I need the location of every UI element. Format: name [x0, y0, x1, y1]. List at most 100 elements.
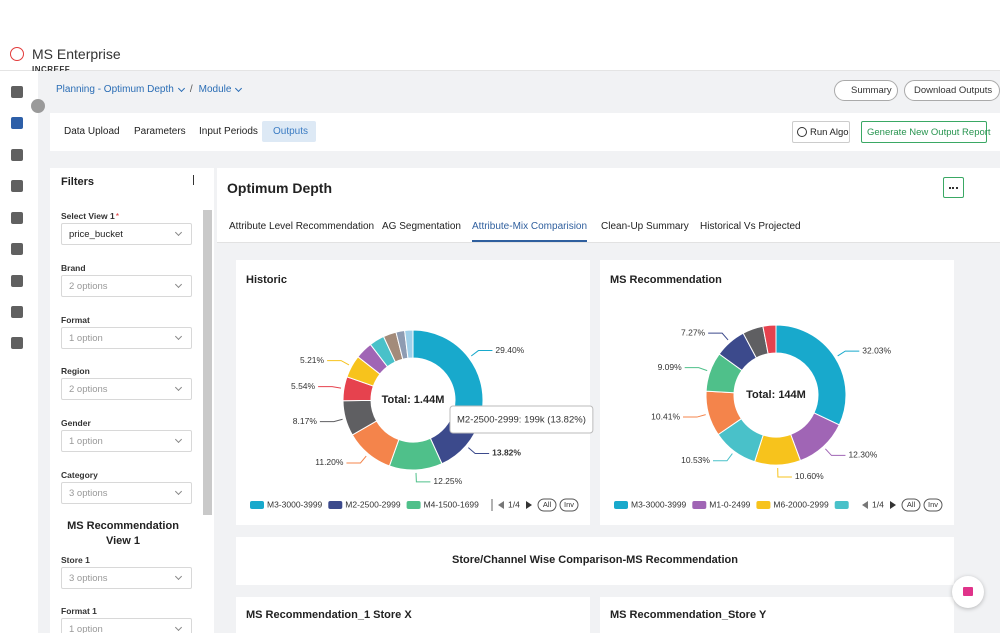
legend-label: M4-1500-1699	[424, 499, 480, 509]
select[interactable]	[61, 378, 192, 401]
run-icon	[797, 127, 807, 137]
data-label: 12.30%	[848, 450, 877, 460]
field-label: Region	[61, 366, 90, 377]
data-label: 7.27%	[681, 327, 706, 337]
legend-label: M1-0-2499	[709, 499, 750, 509]
app-name: MS Enterprise	[32, 46, 121, 62]
subtab-underline	[472, 240, 588, 242]
nav-icon[interactable]	[11, 212, 23, 224]
header-button-label[interactable]: Summary	[851, 85, 892, 96]
data-label: 10.41%	[651, 411, 680, 421]
legend-page: 1/4	[508, 499, 520, 509]
select[interactable]	[61, 326, 192, 349]
filters-panel	[50, 168, 214, 633]
field-label: Category	[61, 470, 98, 480]
app-sub: INCREFF	[32, 65, 71, 74]
legend-button[interactable]	[559, 498, 579, 512]
subtab[interactable]: Historical Vs Projected	[700, 221, 801, 232]
leader-line	[777, 467, 792, 478]
legend-swatch	[756, 501, 771, 509]
subtab[interactable]: Clean-Up Summary	[601, 221, 689, 232]
donut-segment	[404, 329, 414, 359]
legend-button[interactable]	[901, 498, 921, 512]
legend-button[interactable]	[923, 498, 943, 512]
field-label: Brand	[61, 262, 86, 273]
select[interactable]	[61, 223, 192, 245]
subtab[interactable]: AG Segmentation	[382, 221, 461, 232]
data-label: 11.20%	[315, 457, 344, 467]
run-button[interactable]	[792, 121, 850, 143]
subtab[interactable]: Attribute-Mix Comparision	[472, 221, 588, 232]
tab[interactable]: Input Periods	[199, 126, 258, 137]
data-label: 29.40%	[495, 345, 524, 355]
field-label: Select View 1	[61, 211, 115, 221]
action[interactable]: Generate New Output Report	[867, 127, 991, 138]
leader-line	[824, 448, 846, 456]
select[interactable]	[61, 618, 192, 633]
filters-scrollbar	[203, 210, 212, 515]
select-value: 1 option	[69, 332, 103, 344]
subtab[interactable]: Attribute Level Recommendation	[229, 221, 375, 232]
nav-icon[interactable]	[11, 275, 23, 287]
logo	[10, 47, 24, 61]
top-bar	[0, 0, 1000, 71]
legend-button-label: All	[907, 500, 916, 509]
action[interactable]: Run Algo	[810, 127, 849, 138]
lower-card-title: MS Recommendation_Store Y	[610, 609, 767, 621]
select-value: 1 option	[69, 624, 103, 633]
more-button[interactable]	[943, 177, 964, 198]
center-label: Total: 144M	[746, 389, 806, 401]
nav-icon[interactable]	[11, 337, 23, 349]
field-label: Gender	[61, 418, 91, 429]
select[interactable]	[61, 274, 192, 297]
leader-line	[319, 418, 343, 423]
nav-icon[interactable]	[11, 86, 23, 98]
legend-swatch	[328, 501, 343, 509]
tab-active-bg	[262, 121, 316, 142]
nav-icon[interactable]	[11, 306, 23, 318]
legend-button[interactable]	[537, 498, 557, 512]
nav-icon[interactable]	[11, 117, 23, 129]
data-label: 5.54%	[291, 381, 316, 391]
tab[interactable]: Outputs	[273, 126, 309, 137]
comparison-card	[236, 537, 954, 585]
field-label: Format	[61, 314, 90, 325]
breadcrumb-item[interactable]: Module	[198, 84, 232, 95]
tooltip	[449, 405, 594, 434]
breadcrumb-item[interactable]: Planning - Optimum Depth	[56, 84, 174, 95]
leader-line	[684, 367, 708, 372]
leader-line	[470, 350, 493, 357]
required-mark: *	[115, 211, 120, 221]
collapse-handle[interactable]	[31, 99, 45, 113]
select[interactable]	[61, 482, 192, 504]
nav-icon[interactable]	[11, 180, 23, 192]
data-label: 9.09%	[658, 362, 683, 372]
tab[interactable]: Parameters	[134, 126, 186, 137]
leader-line	[683, 414, 706, 418]
legend-button-label: Inv	[928, 500, 938, 509]
donut-segment	[762, 324, 777, 355]
select[interactable]	[61, 430, 192, 453]
legend-button-label: Inv	[564, 500, 574, 509]
nav-icon[interactable]	[11, 149, 23, 161]
legend-label: M3-3000-3999	[267, 499, 323, 509]
data-label: 10.60%	[795, 471, 824, 481]
generate-button[interactable]	[861, 121, 987, 143]
legend-swatch	[834, 501, 849, 509]
header-button[interactable]	[834, 80, 898, 101]
tooltip-text: M2-2500-2999: 199k (13.82%)	[457, 415, 586, 426]
tab[interactable]: Data Upload	[64, 126, 120, 137]
legend-label: M2-2500-2999	[345, 499, 401, 509]
main-title: Optimum Depth	[227, 180, 332, 196]
select[interactable]	[61, 567, 192, 589]
legend-button-label: All	[543, 500, 552, 509]
donut-segment	[775, 324, 847, 426]
data-label: 8.17%	[293, 416, 318, 426]
section-title: MS Recommendation View 1	[67, 520, 179, 547]
collapse-icon[interactable]	[193, 175, 203, 185]
nav-icon[interactable]	[11, 243, 23, 255]
data-label: 5.21%	[300, 355, 325, 365]
select-value: 3 options	[69, 488, 108, 499]
leader-line	[708, 332, 729, 341]
header-button-label[interactable]: Download Outputs	[914, 85, 993, 96]
